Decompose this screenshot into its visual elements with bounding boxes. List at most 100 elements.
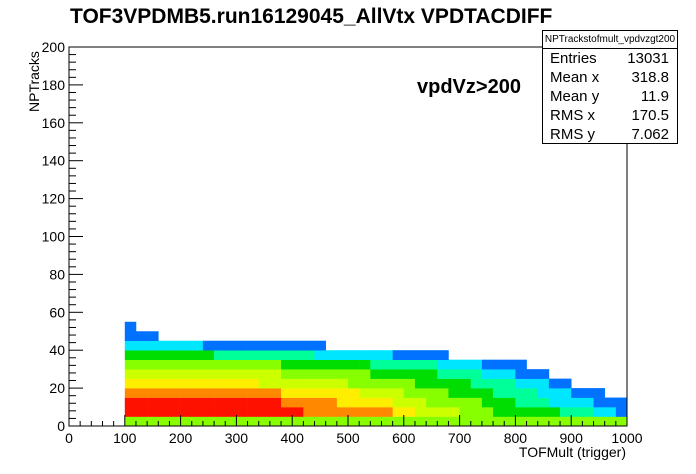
heatmap-cell <box>448 397 460 408</box>
heatmap-cell <box>448 378 460 389</box>
heatmap-cell <box>292 359 304 370</box>
y-tick-label: 100 <box>42 229 66 245</box>
heatmap-cell <box>470 416 483 427</box>
heatmap-cell <box>303 369 315 379</box>
heatmap-cell <box>437 388 449 398</box>
heatmap-cell <box>504 416 516 427</box>
heatmap-cell <box>582 397 594 408</box>
heatmap-cell <box>158 388 170 398</box>
x-tick-label: 0 <box>65 430 73 446</box>
heatmap-cell <box>135 340 148 351</box>
heatmap-cell <box>493 378 505 389</box>
heatmap-cell <box>269 340 282 351</box>
heatmap-cell <box>359 350 371 360</box>
heatmap-cell <box>225 369 237 379</box>
y-tick-label: 160 <box>42 115 66 131</box>
heatmap-cell <box>191 416 204 427</box>
heatmap-cell <box>191 359 204 370</box>
heatmap-cell <box>348 369 360 379</box>
heatmap-cell <box>325 378 338 389</box>
heatmap-cell <box>180 407 193 417</box>
heatmap-cell <box>370 378 382 389</box>
stats-label: Mean y <box>550 88 600 105</box>
heatmap-cell <box>124 388 137 398</box>
heatmap-cell <box>593 407 605 417</box>
heatmap-cell <box>493 407 505 417</box>
heatmap-cell <box>158 340 170 351</box>
heatmap-cell <box>169 407 181 417</box>
heatmap-cell <box>214 388 226 398</box>
heatmap-cell <box>403 407 416 417</box>
y-tick-label: 0 <box>57 418 65 434</box>
heatmap-cell <box>414 369 427 379</box>
heatmap-cell <box>281 340 293 351</box>
heatmap-cell <box>414 378 427 389</box>
heatmap-cell <box>348 359 360 370</box>
heatmap-cell <box>403 397 416 408</box>
heatmap-cell <box>202 369 215 379</box>
heatmap-cell <box>225 416 237 427</box>
heatmap-cell <box>225 388 237 398</box>
heatmap-cell <box>481 407 494 417</box>
heatmap-cell <box>135 350 148 360</box>
heatmap-cell <box>202 388 215 398</box>
heatmap-cell <box>258 416 271 427</box>
heatmap-cell <box>303 378 315 389</box>
heatmap-cell <box>169 416 181 427</box>
heatmap-cell <box>314 359 326 370</box>
heatmap-cell <box>348 407 360 417</box>
heatmap-cell <box>214 407 226 417</box>
heatmap-cell <box>593 388 605 398</box>
heatmap-cell <box>392 416 405 427</box>
heatmap-cell <box>169 397 181 408</box>
heatmap-cell <box>470 359 483 370</box>
heatmap-cell <box>392 407 405 417</box>
heatmap-cell <box>180 340 193 351</box>
heatmap-cell <box>470 397 483 408</box>
heatmap-cell <box>258 369 271 379</box>
heatmap-cell <box>169 340 181 351</box>
heatmap-cell <box>258 350 271 360</box>
x-axis-title: TOFMult (trigger) <box>518 444 626 460</box>
heatmap-cell <box>225 378 237 389</box>
heatmap-cell <box>604 416 617 427</box>
heatmap-cell <box>292 378 304 389</box>
heatmap-cell <box>214 369 226 379</box>
heatmap-cell <box>214 397 226 408</box>
heatmap-cell <box>571 407 583 417</box>
heatmap-cell <box>147 416 159 427</box>
heatmap-cell <box>258 378 271 389</box>
heatmap-cell <box>548 378 561 389</box>
heatmap-cell <box>370 359 382 370</box>
heatmap-cell <box>481 378 494 389</box>
stats-value: 13031 <box>627 50 669 67</box>
heatmap-cell <box>437 350 449 360</box>
heatmap-cell <box>147 359 159 370</box>
heatmap-cell <box>381 407 393 417</box>
heatmap-cell <box>615 407 628 417</box>
heatmap-cell <box>158 350 170 360</box>
heatmap-cell <box>247 378 260 389</box>
heatmap-cell <box>437 407 449 417</box>
heatmap-cell <box>292 369 304 379</box>
x-tick-label: 100 <box>113 430 137 446</box>
stats-box-name: NPTrackstofmult_vpdvzgt200 <box>543 31 677 49</box>
heatmap-cell <box>269 388 282 398</box>
stats-value: 11.9 <box>640 88 669 105</box>
heatmap-cell <box>392 388 405 398</box>
heatmap-cell <box>504 359 516 370</box>
heatmap-cell <box>515 388 527 398</box>
heatmap-cell <box>202 378 215 389</box>
heatmap-cell <box>336 378 349 389</box>
heatmap-cell <box>504 407 516 417</box>
heatmap-cell <box>135 331 148 342</box>
heatmap-cell <box>392 397 405 408</box>
heatmap-cell <box>258 407 271 417</box>
heatmap-cell <box>481 359 494 370</box>
heatmap-cell <box>292 340 304 351</box>
heatmap-cell <box>191 369 204 379</box>
heatmap-cell <box>504 369 516 379</box>
vz-cut-annotation: vpdVz>200 <box>417 76 521 98</box>
heatmap-cell <box>236 369 248 379</box>
heatmap-cell <box>303 416 315 427</box>
